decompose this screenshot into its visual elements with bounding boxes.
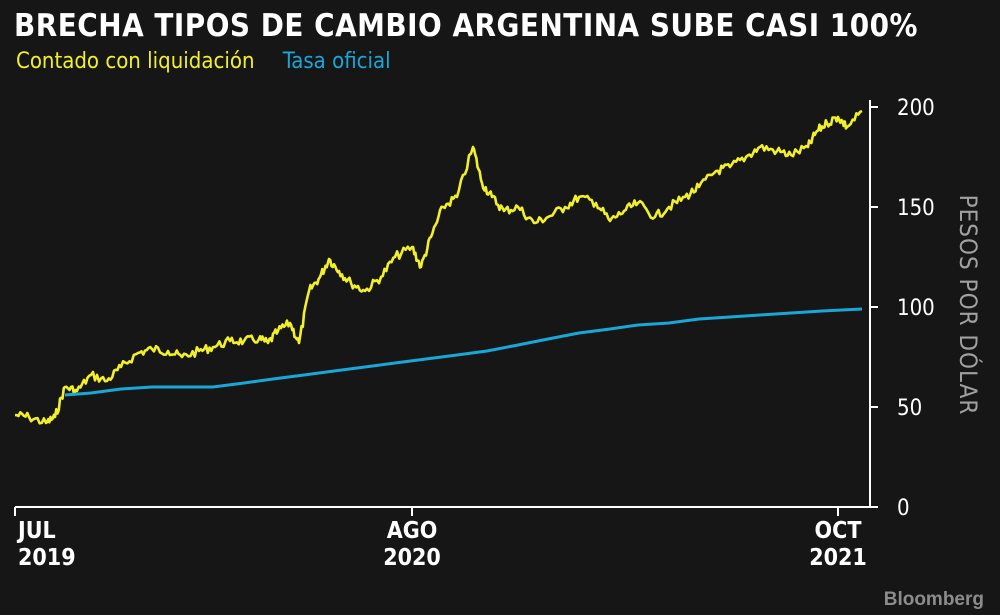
y-tick-label: 50 [897, 396, 922, 421]
series-line-ccl [14, 109, 863, 425]
x-tick-label: JUL [16, 518, 56, 544]
x-tick-label: 2019 [18, 545, 76, 571]
source-credit: Bloomberg [883, 589, 984, 610]
x-tick-label: 2021 [809, 545, 867, 571]
y-tick-label: 0 [897, 496, 910, 521]
y-tick-label: 100 [897, 296, 935, 321]
series-line-oficial [64, 307, 863, 397]
chart-title: BRECHA TIPOS DE CAMBIO ARGENTINA SUBE CA… [14, 8, 918, 44]
legend: Contado con liquidación Tasa oficial [16, 49, 413, 74]
x-tick-label: OCT [815, 518, 862, 544]
y-tick-label: 200 [897, 96, 935, 121]
y-axis-label: PESOS POR DÓLAR [954, 195, 984, 416]
x-tick-label: AGO [387, 518, 438, 544]
y-tick-label: 150 [897, 196, 935, 221]
legend-item-oficial: Tasa oficial [282, 49, 391, 74]
legend-item-ccl: Contado con liquidación [16, 49, 255, 74]
x-tick-label: 2020 [383, 545, 441, 571]
